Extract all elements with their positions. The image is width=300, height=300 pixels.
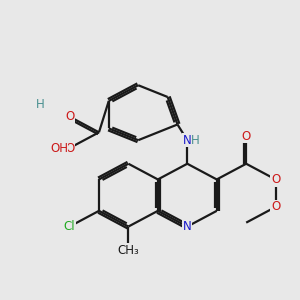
Text: H: H <box>36 98 44 111</box>
Text: O: O <box>271 200 280 213</box>
Text: Cl: Cl <box>64 220 75 233</box>
Text: O: O <box>271 173 280 186</box>
Text: H: H <box>191 134 200 147</box>
Text: CH₃: CH₃ <box>118 244 139 256</box>
Text: N: N <box>183 220 192 233</box>
Text: O: O <box>65 142 74 154</box>
Text: O: O <box>242 130 251 143</box>
Text: N: N <box>183 134 192 147</box>
Text: OH: OH <box>50 142 68 154</box>
Text: O: O <box>65 110 74 123</box>
